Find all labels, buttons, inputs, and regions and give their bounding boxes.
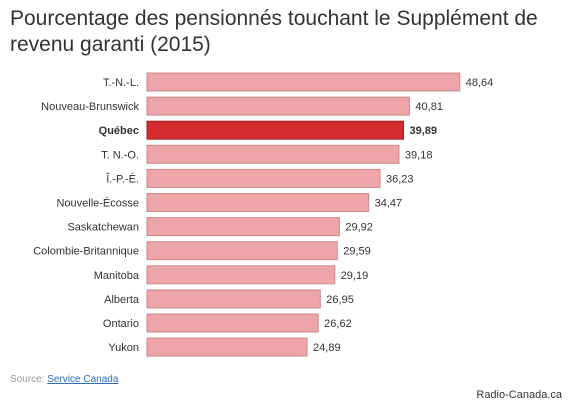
category-label: Î.-P.-É. (105, 172, 139, 185)
source-label: Source: (10, 374, 45, 385)
bar-chart: T.-N.-L. 48,64 Nouveau-Brunswick 40,81 Québe… (33, 72, 494, 357)
category-label: Nouvelle-Écosse (56, 197, 139, 210)
category-label: Manitoba (94, 270, 140, 282)
value-label: 34,47 (375, 198, 403, 210)
bar (146, 96, 410, 116)
chart-title: Pourcentage des pensionnés touchant le S… (10, 7, 538, 56)
value-label: 29,92 (345, 222, 373, 234)
value-label: 24,89 (313, 342, 341, 354)
value-label: 29,19 (341, 270, 369, 282)
bar (146, 337, 308, 357)
value-label: 39,89 (409, 125, 437, 137)
value-label: 26,95 (326, 294, 354, 306)
bar (146, 217, 340, 237)
category-label: Saskatchewan (67, 222, 139, 234)
category-label: T. N.-O. (101, 149, 139, 161)
bar (146, 265, 336, 285)
bar (146, 313, 319, 333)
bar (146, 241, 338, 261)
category-label: Québec (99, 125, 139, 137)
category-label: Colombie-Britannique (33, 246, 139, 258)
value-label: 40,81 (415, 101, 443, 113)
category-label: T.-N.-L. (103, 77, 139, 89)
bar (146, 289, 321, 309)
bar (146, 72, 461, 92)
bar (146, 144, 400, 164)
category-label: Ontario (103, 318, 139, 330)
category-label: Alberta (104, 294, 140, 306)
bar (146, 168, 381, 188)
value-label: 36,23 (386, 173, 414, 185)
category-label: Yukon (108, 342, 139, 354)
credit-text: Radio-Canada.ca (476, 389, 562, 401)
bar (146, 193, 370, 212)
category-label: Nouveau-Brunswick (41, 101, 139, 113)
source-link[interactable]: Service Canada (47, 374, 119, 385)
value-label: 29,59 (343, 246, 371, 258)
value-label: 39,18 (405, 149, 433, 161)
bar-highlighted (146, 120, 404, 140)
source-note: Source: Service Canada (10, 374, 118, 385)
value-label: 48,64 (466, 77, 494, 89)
value-label: 26,62 (324, 318, 352, 330)
